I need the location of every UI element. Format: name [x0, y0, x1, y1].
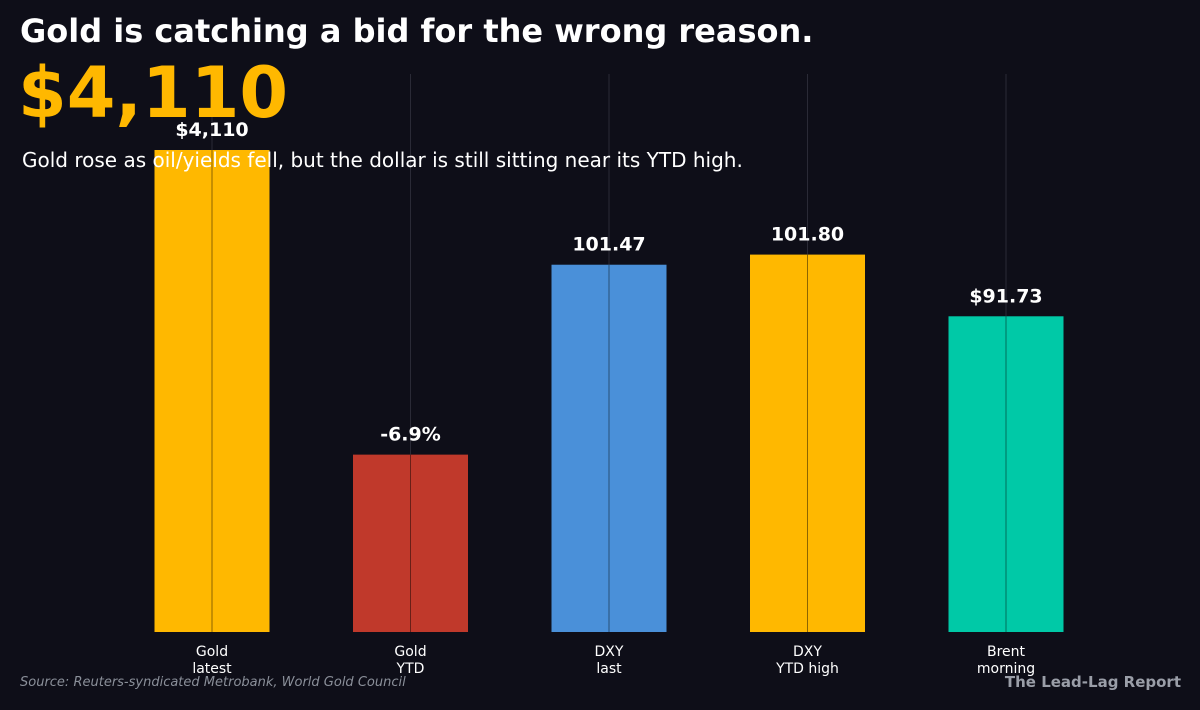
data-label: $91.73: [969, 285, 1042, 307]
headline-value: $4,110: [18, 52, 289, 134]
x-tick-label-line: Brent: [987, 644, 1026, 660]
brand-label: The Lead-Lag Report: [1004, 673, 1181, 691]
x-tick-label: DXY YTD high: [775, 644, 839, 677]
x-tick-label-line: latest: [192, 661, 232, 677]
bar: [353, 454, 468, 632]
data-label: -6.9%: [380, 424, 441, 446]
x-tick-label-line: YTD high: [775, 661, 839, 677]
source-note: Source: Reuters-syndicated Metrobank, Wo…: [20, 675, 406, 690]
data-label: 101.80: [771, 224, 844, 246]
x-tick-label-line: DXY: [595, 644, 624, 660]
data-label: $4,110: [175, 119, 248, 141]
x-tick-label-line: Gold: [394, 644, 426, 660]
value-labels: $4,110 -6.9% 101.47 101.80 $91.73: [175, 119, 1042, 446]
chart-title: Gold is catching a bid for the wrong rea…: [20, 12, 814, 50]
x-tick-label-line: Gold: [196, 644, 228, 660]
bar: [948, 316, 1064, 632]
x-tick-label-line: YTD: [396, 661, 425, 677]
x-tick-label: Brent morning: [977, 644, 1035, 677]
x-tick-label-line: last: [596, 661, 622, 677]
x-tick-label: Gold YTD: [394, 644, 426, 677]
bar: [154, 150, 270, 632]
bar: [750, 254, 865, 632]
x-tick-label: Gold latest: [192, 644, 232, 677]
bar: [551, 264, 667, 632]
x-tick-label-line: DXY: [793, 644, 822, 660]
chart-subtitle: Gold rose as oil/yields fell, but the do…: [22, 148, 743, 172]
x-tick-label-line: morning: [977, 661, 1035, 677]
bars: [154, 150, 1064, 632]
x-tick-label: DXY last: [595, 644, 624, 677]
data-label: 101.47: [572, 234, 645, 256]
